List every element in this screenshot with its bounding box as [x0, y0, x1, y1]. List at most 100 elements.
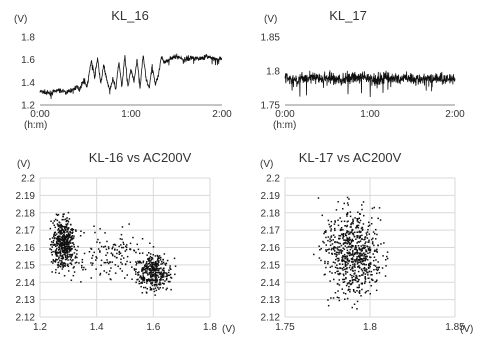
scatter-point [325, 250, 328, 252]
scatter-point [71, 253, 74, 256]
scatter-point [59, 225, 61, 227]
scatter-point [144, 265, 147, 268]
scatter-point [157, 286, 159, 289]
scatter-point [338, 234, 340, 237]
scatter-point [351, 253, 354, 255]
scatter-point [330, 225, 332, 227]
scatter-point [364, 276, 366, 278]
scatter-point [369, 246, 371, 248]
scatter-point [71, 236, 73, 238]
scatter-point [58, 256, 60, 258]
scatter-point [353, 279, 355, 281]
scatter-point [346, 196, 349, 199]
scatter-point [149, 275, 152, 277]
y-tick-label: 2.17 [16, 226, 36, 237]
scatter-point [342, 259, 345, 262]
scatter-point [157, 257, 159, 260]
y-tick-label: 2.19 [16, 191, 36, 202]
scatter-point [337, 242, 340, 244]
scatter-point [361, 258, 363, 260]
chart-title: KL_16 [111, 8, 149, 23]
scatter-point [358, 217, 360, 219]
scatter-point [334, 292, 337, 294]
scatter-point [350, 261, 353, 263]
scatter-point [64, 253, 66, 255]
scatter-point [140, 285, 142, 288]
scatter-point [373, 250, 376, 252]
scatter-point [352, 251, 354, 253]
scatter-point [160, 267, 162, 269]
scatter-point [342, 255, 344, 258]
scatter-point [166, 275, 168, 278]
scatter-point [162, 287, 164, 289]
scatter-point [374, 249, 376, 251]
scatter-point [133, 268, 136, 270]
scatter-point [138, 282, 140, 285]
scatter-point [56, 247, 58, 250]
scatter-point [69, 248, 71, 251]
scatter-point [374, 281, 376, 283]
scatter-point [349, 231, 351, 234]
scatter-point [317, 197, 320, 199]
scatter-point [60, 262, 62, 265]
scatter-point [100, 245, 103, 248]
scatter-point [163, 253, 166, 255]
scatter-point [51, 237, 54, 239]
scatter-point [49, 248, 51, 250]
scatter-point [138, 280, 141, 282]
scatter-point [358, 292, 361, 294]
scatter-point [340, 252, 343, 254]
scatter-point [52, 239, 55, 242]
scatter-point [357, 221, 359, 223]
scatter-point [57, 227, 60, 230]
scatter-point [346, 238, 349, 240]
scatter-point [61, 241, 64, 243]
scatter-point [53, 260, 56, 262]
scatter-point [338, 237, 340, 240]
scatter-point [347, 282, 349, 284]
scatter-point [61, 264, 64, 266]
scatter-point [151, 282, 153, 285]
scatter-point [344, 263, 347, 265]
scatter-point [362, 259, 365, 262]
scatter-point [70, 263, 73, 266]
scatter-point [145, 271, 147, 274]
scatter-point [361, 254, 363, 257]
scatter-point [141, 281, 143, 283]
scatter-point [112, 254, 114, 257]
scatter-point [356, 235, 358, 237]
scatter-point [64, 239, 66, 241]
scatter-point [106, 252, 109, 254]
scatter-point [376, 248, 378, 251]
scatter-point [364, 278, 367, 280]
scatter-point [153, 279, 155, 281]
scatter-point [375, 250, 378, 252]
scatter-point [63, 275, 66, 277]
scatter-point [56, 236, 59, 238]
scatter-point [341, 260, 343, 263]
scatter-point [144, 268, 146, 271]
scatter-point [143, 266, 145, 269]
scatter-point [162, 279, 164, 281]
scatter-point [62, 256, 64, 258]
scatter-point [328, 252, 330, 254]
scatter-point [60, 243, 63, 246]
scatter-point [60, 236, 63, 238]
scatter-point [366, 259, 369, 261]
scatter-point [359, 248, 362, 250]
scatter-point [154, 276, 156, 278]
scatter-point [352, 222, 354, 225]
scatter-point [360, 238, 363, 240]
scatter-point [369, 293, 371, 295]
scatter-point [62, 264, 64, 266]
scatter-point [339, 273, 342, 275]
scatter-point [348, 241, 350, 244]
scatter-point [66, 238, 69, 241]
scatter-point [124, 250, 127, 252]
scatter-point [350, 223, 352, 225]
scatter-point [385, 259, 387, 261]
scatter-point [62, 231, 65, 234]
scatter-point [73, 243, 75, 246]
scatter-point [356, 231, 358, 233]
scatter-point [109, 261, 111, 263]
